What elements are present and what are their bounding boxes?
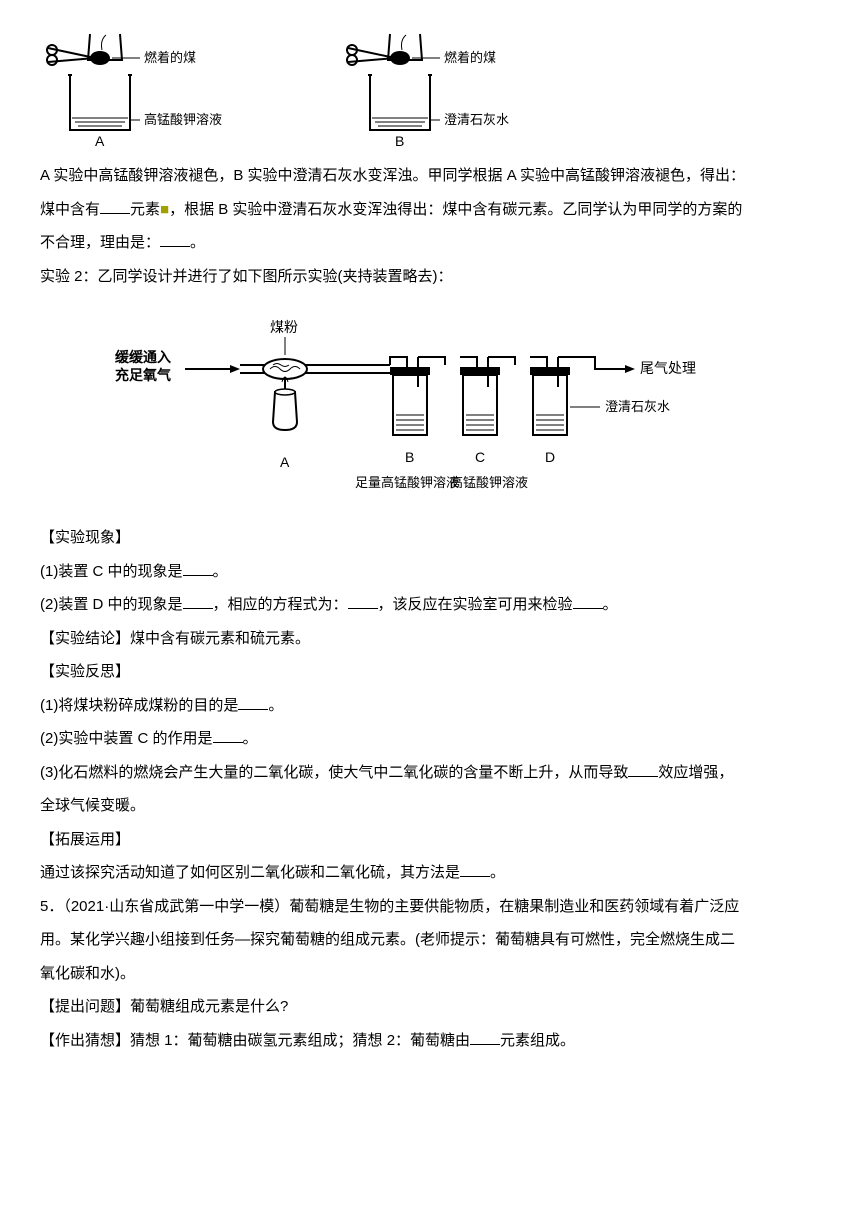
hyp-b: 元素组成。 bbox=[500, 1032, 575, 1049]
rf1a: (1)将煤块粉碎成煤粉的目的是 bbox=[40, 697, 238, 714]
bottle-c-label: 高锰酸钾溶液 bbox=[450, 475, 528, 490]
alcohol-lamp bbox=[273, 377, 297, 430]
bottle-b-label: 足量高锰酸钾溶液 bbox=[355, 475, 459, 490]
ph2b: ，相应的方程式为： bbox=[213, 596, 348, 613]
question-heading: 【提出问题】 bbox=[40, 998, 130, 1015]
diagram-a: 燃着的煤 高锰酸钾溶液 A bbox=[40, 30, 260, 150]
para1-line2: 煤中含有 元素■，根据 B 实验中澄清石灰水变浑浊得出：煤中含有碳元素。乙同学认为… bbox=[40, 194, 810, 226]
blank-ph2a bbox=[183, 594, 213, 609]
blank-rf1 bbox=[238, 695, 268, 710]
ph1b: 。 bbox=[213, 563, 228, 580]
extension-1: 通过该探究活动知道了如何区别二氧化碳和二氧化硫，其方法是 。 bbox=[40, 857, 810, 889]
reflection-3: (3)化石燃料的燃烧会产生大量的二氧化碳，使大气中二氧化碳的含量不断上升，从而导… bbox=[40, 757, 810, 789]
blank-reason bbox=[160, 232, 190, 247]
apparatus-wide-svg: 缓缓通入 充足氧气 煤粉 A bbox=[105, 307, 745, 507]
apparatus-a-svg: 燃着的煤 高锰酸钾溶液 A bbox=[40, 30, 260, 150]
rf2b: 。 bbox=[243, 730, 258, 747]
blank-rf3 bbox=[628, 762, 658, 777]
bottle-d-caption: D bbox=[545, 449, 555, 465]
rf3b: 效应增强， bbox=[658, 764, 733, 781]
ext1b: 。 bbox=[490, 864, 505, 881]
rf1b: 。 bbox=[268, 697, 283, 714]
bottle-b-caption: B bbox=[405, 449, 414, 465]
diagram-b: 燃着的煤 澄清石灰水 B bbox=[340, 30, 560, 150]
exp2-intro: 实验 2：乙同学设计并进行了如下图所示实验(夹持装置略去)： bbox=[40, 261, 810, 293]
outlet-label: 尾气处理 bbox=[640, 360, 696, 376]
experiment2-diagram: 缓缓通入 充足氧气 煤粉 A bbox=[40, 307, 810, 507]
blank-hyp bbox=[470, 1030, 500, 1045]
para1-line3: 不合理，理由是： 。 bbox=[40, 227, 810, 259]
bottle-d-label: 澄清石灰水 bbox=[605, 399, 670, 414]
phenomena-1: (1)装置 C 中的现象是 。 bbox=[40, 556, 810, 588]
phenomena-2: (2)装置 D 中的现象是 ，相应的方程式为： ，该反应在实验室可用来检验 。 bbox=[40, 589, 810, 621]
blank-ph2b bbox=[348, 594, 378, 609]
question-line: 【提出问题】葡萄糖组成元素是什么? bbox=[40, 991, 810, 1023]
coal-label-a: 燃着的煤 bbox=[144, 50, 196, 65]
para1-l3a: 不合理，理由是： bbox=[40, 234, 160, 251]
coal-label-b: 燃着的煤 bbox=[444, 50, 496, 65]
ext1a: 通过该探究活动知道了如何区别二氧化碳和二氧化硫，其方法是 bbox=[40, 864, 460, 881]
conclusion-line: 【实验结论】煤中含有碳元素和硫元素。 bbox=[40, 623, 810, 655]
ph1a: (1)装置 C 中的现象是 bbox=[40, 563, 183, 580]
hypothesis-heading: 【作出猜想】 bbox=[40, 1032, 130, 1049]
bottle-a-caption: A bbox=[280, 454, 290, 470]
conclusion-heading: 【实验结论】 bbox=[40, 630, 130, 647]
problem5-line1: 5．（2021·山东省成武第一中学一模）葡萄糖是生物的主要供能物质，在糖果制造业… bbox=[40, 891, 810, 923]
phenomena-heading: 【实验现象】 bbox=[40, 522, 810, 554]
blank-rf2 bbox=[213, 728, 243, 743]
highlight-dot: ■ bbox=[160, 201, 169, 218]
question-text: 葡萄糖组成元素是什么? bbox=[130, 998, 288, 1015]
ph2d: 。 bbox=[603, 596, 618, 613]
ph2c: ，该反应在实验室可用来检验 bbox=[378, 596, 573, 613]
inlet-label2: 充足氧气 bbox=[115, 367, 171, 383]
caption-b: B bbox=[395, 133, 404, 149]
extension-heading: 【拓展运用】 bbox=[40, 824, 810, 856]
hypothesis-line: 【作出猜想】猜想 1：葡萄糖由碳氢元素组成；猜想 2：葡萄糖由 元素组成。 bbox=[40, 1025, 810, 1057]
coal-powder-label: 煤粉 bbox=[270, 319, 298, 335]
para1-l2b: 元素 bbox=[130, 201, 160, 218]
caption-a: A bbox=[95, 133, 105, 149]
problem5-line3: 氧化碳和水)。 bbox=[40, 958, 810, 990]
para1-l3b: 。 bbox=[190, 234, 205, 251]
blank-ext bbox=[460, 862, 490, 877]
rf2a: (2)实验中装置 C 的作用是 bbox=[40, 730, 213, 747]
blank-ph1 bbox=[183, 561, 213, 576]
reflection-1: (1)将煤块粉碎成煤粉的目的是 。 bbox=[40, 690, 810, 722]
reflection-3c: 全球气候变暖。 bbox=[40, 790, 810, 822]
blank-ph2c bbox=[573, 594, 603, 609]
ph2a: (2)装置 D 中的现象是 bbox=[40, 596, 183, 613]
reflection-heading: 【实验反思】 bbox=[40, 656, 810, 688]
apparatus-b-svg: 燃着的煤 澄清石灰水 B bbox=[340, 30, 560, 150]
experiment1-diagrams: 燃着的煤 高锰酸钾溶液 A 燃着的煤 bbox=[40, 30, 810, 150]
rf3a: (3)化石燃料的燃烧会产生大量的二氧化碳，使大气中二氧化碳的含量不断上升，从而导… bbox=[40, 764, 628, 781]
blank-element bbox=[100, 199, 130, 214]
para1-l2c: ，根据 B 实验中澄清石灰水变浑浊得出：煤中含有碳元素。乙同学认为甲同学的方案的 bbox=[169, 201, 742, 218]
problem5-line2: 用。某化学兴趣小组接到任务—探究葡萄糖的组成元素。(老师提示：葡萄糖具有可燃性，… bbox=[40, 924, 810, 956]
bottle-c-caption: C bbox=[475, 449, 485, 465]
para1-line1: A 实验中高锰酸钾溶液褪色，B 实验中澄清石灰水变浑浊。甲同学根据 A 实验中高… bbox=[40, 160, 810, 192]
hyp-a: 猜想 1：葡萄糖由碳氢元素组成；猜想 2：葡萄糖由 bbox=[130, 1032, 470, 1049]
conclusion-text: 煤中含有碳元素和硫元素。 bbox=[130, 630, 310, 647]
para1-l2a: 煤中含有 bbox=[40, 201, 100, 218]
solution-a-label: 高锰酸钾溶液 bbox=[144, 112, 222, 127]
reflection-2: (2)实验中装置 C 的作用是 。 bbox=[40, 723, 810, 755]
solution-b-label: 澄清石灰水 bbox=[444, 112, 509, 127]
inlet-label1: 缓缓通入 bbox=[115, 349, 171, 365]
